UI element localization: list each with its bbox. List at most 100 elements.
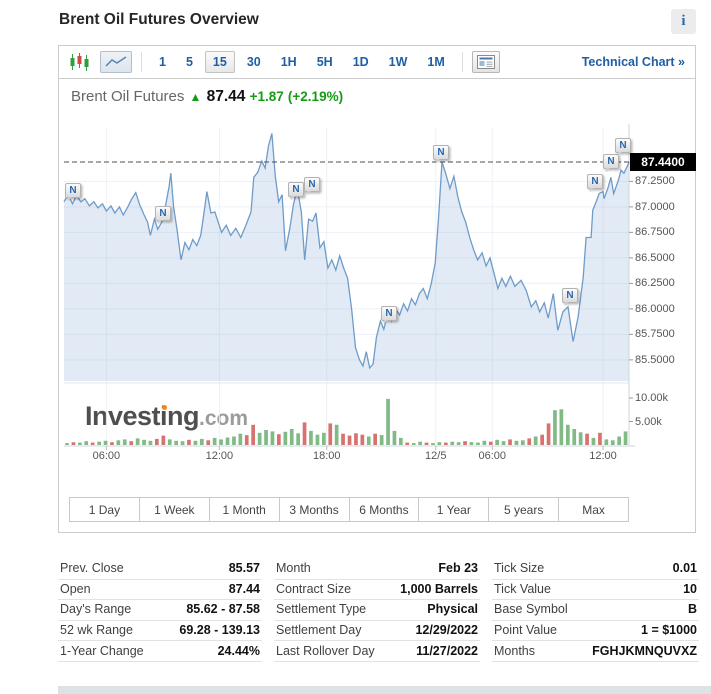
- timeframe-1w[interactable]: 1W: [388, 55, 408, 69]
- range-1-year[interactable]: 1 Year: [418, 497, 490, 522]
- news-icon: [476, 55, 495, 69]
- news-marker[interactable]: N: [562, 288, 578, 306]
- time-axis-label: 06:00: [92, 450, 121, 462]
- candlestick-chart-button[interactable]: [69, 53, 91, 71]
- range-1-month[interactable]: 1 Month: [208, 497, 280, 522]
- chart-toolbar: 1 5 15 30 1H 5H 1D 1W 1M Technical Chart »: [58, 45, 696, 79]
- news-marker[interactable]: N: [155, 206, 171, 224]
- time-axis-label: 06:00: [478, 450, 507, 462]
- timeframe-1[interactable]: 1: [159, 55, 166, 69]
- time-axis-label: 12:00: [589, 450, 617, 462]
- range-6-months[interactable]: 6 Months: [348, 497, 420, 522]
- quote-row: Open 87.44: [58, 580, 262, 601]
- range-1-day[interactable]: 1 Day: [69, 497, 140, 522]
- candlestick-icon: [70, 53, 89, 71]
- quote-value: 69.28 - 139.13: [179, 623, 260, 638]
- quote-label: Settlement Type: [276, 602, 367, 617]
- chart-header: Brent Oil Futures ▲ 87.44 +1.87 (+2.19%): [71, 88, 343, 106]
- quote-row: Base Symbol B: [492, 600, 699, 621]
- price-axis-label: 86.0000: [635, 302, 675, 315]
- line-chart-button[interactable]: [100, 51, 132, 73]
- quote-value: 0.01: [672, 561, 697, 576]
- price-axis-label: 85.7500: [635, 328, 675, 341]
- quote-value: 12/29/2022: [415, 623, 478, 638]
- time-axis-label: 12:00: [205, 450, 234, 462]
- timeframe-1d[interactable]: 1D: [352, 55, 369, 69]
- price-axis-label: 86.7500: [635, 226, 675, 239]
- news-marker[interactable]: N: [433, 145, 449, 163]
- news-marker[interactable]: N: [615, 138, 631, 156]
- last-price: 87.44: [206, 88, 246, 105]
- price-axis-label: 87.0000: [635, 200, 675, 213]
- range-3-months[interactable]: 3 Months: [278, 497, 350, 522]
- quote-row: Months FGHJKMNQUVXZ: [492, 641, 699, 662]
- quote-label: Last Rollover Day: [276, 643, 375, 658]
- news-marker[interactable]: N: [65, 183, 81, 201]
- quote-row: 1-Year Change 24.44%: [58, 641, 262, 662]
- toolbar-separator: [141, 52, 142, 72]
- range-1-week[interactable]: 1 Week: [138, 497, 210, 522]
- timeframe-5[interactable]: 5: [185, 55, 193, 69]
- price-axis-label: 86.2500: [635, 277, 675, 290]
- quote-row: Settlement Type Physical: [274, 600, 480, 621]
- quote-row: Tick Size 0.01: [492, 559, 699, 580]
- toolbar-separator: [461, 52, 463, 72]
- quote-label: Point Value: [494, 623, 558, 638]
- chart-panel: Brent Oil Futures ▲ 87.44 +1.87 (+2.19%)…: [58, 78, 696, 533]
- time-axis-label: 12/5: [425, 450, 447, 462]
- quote-label: 1-Year Change: [60, 643, 144, 658]
- quote-value: 11/27/2022: [416, 643, 478, 658]
- watermark-text: Investing: [85, 401, 200, 431]
- range-5-years[interactable]: 5 years: [488, 497, 560, 522]
- news-marker[interactable]: N: [288, 182, 304, 200]
- time-axis-label: 18:00: [312, 450, 341, 462]
- quote-column-2: Month Feb 23 Contract Size 1,000 Barrels Set…: [274, 559, 480, 662]
- quote-value: FGHJKMNQUVXZ: [592, 643, 697, 658]
- quote-table: Prev. Close 85.57 Open 87.44 Day's Range 85.6…: [58, 559, 700, 662]
- quote-value: 1,000 Barrels: [400, 581, 478, 596]
- price-axis-label: 85.5000: [635, 353, 675, 366]
- timeframe-5h[interactable]: 5H: [316, 55, 333, 69]
- news-button[interactable]: [471, 51, 500, 73]
- quote-row: Month Feb 23: [274, 559, 480, 580]
- quote-value: 85.62 - 87.58: [186, 602, 260, 617]
- timeframe-1h[interactable]: 1H: [280, 55, 297, 69]
- technical-chart-link[interactable]: Technical Chart »: [581, 55, 685, 69]
- quote-label: Tick Value: [494, 581, 551, 596]
- quote-label: Day's Range: [60, 602, 132, 617]
- news-marker[interactable]: N: [381, 306, 397, 324]
- quote-row: Settlement Day 12/29/2022: [274, 621, 480, 642]
- quote-label: Month: [276, 561, 311, 576]
- info-icon[interactable]: i: [671, 9, 696, 34]
- news-marker[interactable]: N: [304, 177, 320, 195]
- investing-watermark: Investing.com: [85, 401, 248, 432]
- page-title: Brent Oil Futures Overview: [59, 11, 259, 28]
- timeframe-1m[interactable]: 1M: [427, 55, 445, 69]
- quote-row: Prev. Close 85.57: [58, 559, 262, 580]
- news-marker[interactable]: N: [603, 154, 619, 172]
- quote-row: Last Rollover Day 11/27/2022: [274, 641, 480, 662]
- watermark-suffix: .com: [199, 407, 249, 430]
- quote-column-3: Tick Size 0.01 Tick Value 10 Base Symbol B Poi…: [492, 559, 699, 662]
- news-marker[interactable]: N: [587, 174, 603, 192]
- volume-axis-label: 5.00k: [635, 415, 662, 428]
- quote-label: Prev. Close: [60, 561, 124, 576]
- quote-label: Settlement Day: [276, 623, 362, 638]
- quote-row: Tick Value 10: [492, 580, 699, 601]
- up-arrow-icon: ▲: [189, 90, 202, 104]
- timeframe-group: 1 5 15 30 1H 5H 1D 1W 1M: [151, 51, 453, 73]
- timeframe-30[interactable]: 30: [246, 55, 261, 69]
- range-max[interactable]: Max: [558, 497, 629, 522]
- quote-value: 85.57: [228, 561, 260, 576]
- current-price-badge: 87.4400: [630, 153, 696, 171]
- price-axis-label: 87.2500: [635, 175, 675, 188]
- quote-value: 87.44: [228, 581, 260, 596]
- quote-value: Feb 23: [438, 561, 478, 576]
- quote-row: Point Value 1 = $1000: [492, 621, 699, 642]
- timeframe-15[interactable]: 15: [204, 51, 235, 73]
- bottom-strip: [58, 686, 711, 694]
- quote-value: 1 = $1000: [641, 623, 697, 638]
- watermark-orange-dot: [162, 405, 167, 410]
- price-volume-chart[interactable]: [59, 79, 697, 534]
- price-change-percent: (+2.19%): [287, 89, 344, 104]
